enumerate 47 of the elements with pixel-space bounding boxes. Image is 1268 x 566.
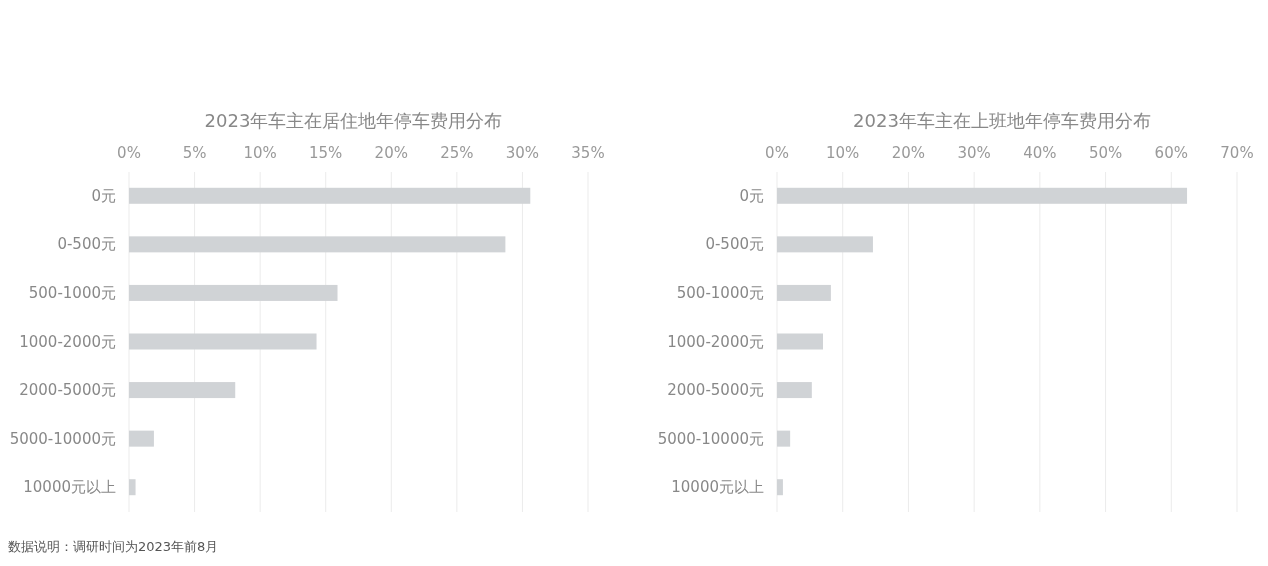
x-tick-label: 50% [1088,144,1123,162]
bar [129,187,531,204]
y-tick-label: 1000-2000元 [667,332,764,351]
chart-title: 2023年车主在居住地年停车费用分布 [204,110,503,131]
x-tick-label: 5% [182,144,207,162]
bar [777,187,1188,204]
x-tick-label: 15% [309,144,343,162]
y-tick-label: 2000-5000元 [667,381,764,400]
bar [129,479,136,496]
bar [777,333,823,350]
y-tick-label: 500-1000元 [28,283,116,302]
y-tick-label: 10000元以上 [671,478,764,497]
bar [777,284,831,301]
x-tick-label: 30% [957,144,991,162]
y-tick-label: 1000-2000元 [19,332,116,351]
x-tick-label: 20% [891,144,926,162]
x-tick-label: 0% [117,144,141,162]
bar [777,479,783,496]
bar [129,284,338,301]
y-tick-label: 0-500元 [57,235,116,254]
x-tick-label: 20% [374,144,408,162]
x-tick-label: 10% [826,144,860,162]
x-tick-label: 70% [1220,144,1254,162]
x-tick-label: 10% [243,144,277,162]
bar [129,333,317,350]
y-tick-label: 5000-10000元 [9,429,116,448]
y-tick-label: 0元 [739,186,764,205]
text: 数据说明：调研时间为2023年前8月 [8,539,219,554]
bar [129,236,506,253]
y-tick-label: 0-500元 [705,235,764,254]
y-tick-label: 500-1000元 [676,283,764,302]
y-tick-label: 10000元以上 [23,478,116,497]
chart-title: 2023年车主在上班地年停车费用分布 [853,110,1151,131]
y-tick-label: 5000-10000元 [657,429,764,448]
x-tick-label: 25% [440,144,474,162]
y-tick-label: 2000-5000元 [19,381,116,400]
x-tick-label: 35% [571,144,605,162]
bar [129,430,154,447]
bar [777,382,812,399]
x-tick-label: 0% [765,144,789,162]
bar [777,236,873,253]
x-tick-label: 40% [1023,144,1057,162]
bar [129,382,236,399]
x-tick-label: 60% [1154,144,1188,162]
bar [777,430,791,447]
y-tick-label: 0元 [91,186,116,205]
x-tick-label: 30% [505,144,540,162]
